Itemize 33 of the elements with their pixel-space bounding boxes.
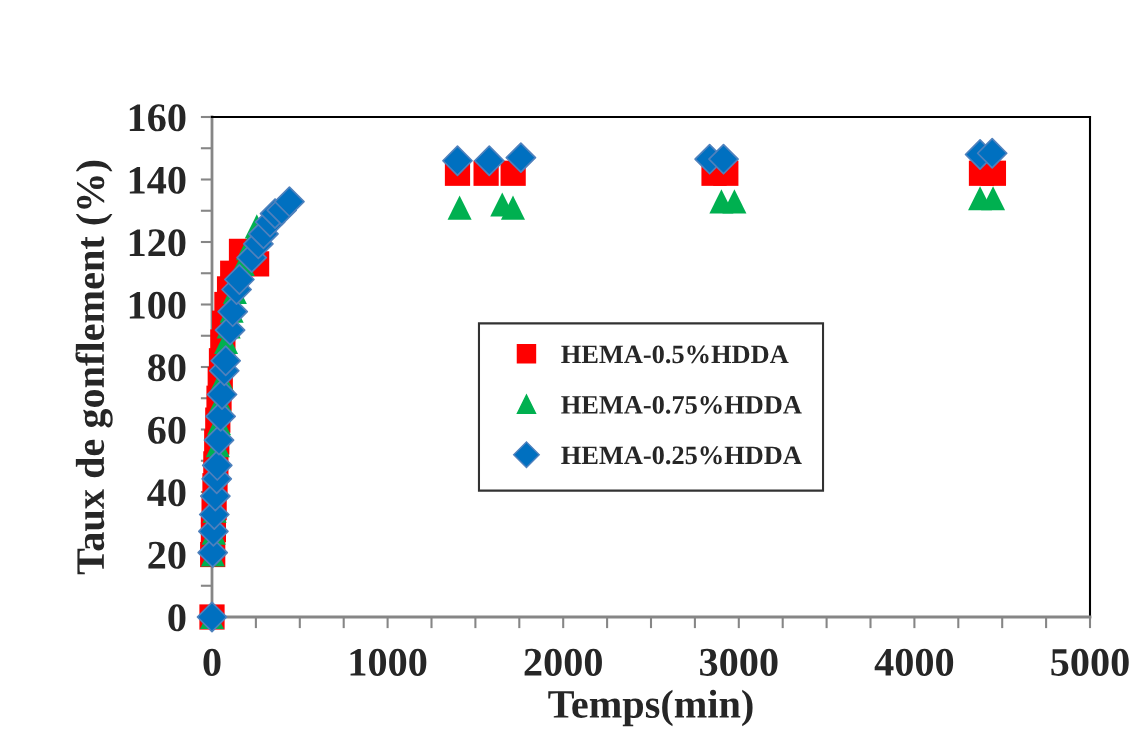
y-tick-label: 100 — [129, 291, 186, 319]
point — [722, 189, 747, 214]
point — [473, 145, 505, 177]
y-tick-label: 40 — [147, 479, 186, 507]
y-tick-label: 80 — [148, 354, 186, 382]
x-axis-title: Temps(min) — [548, 689, 753, 727]
y-tick-label: 160 — [129, 104, 186, 132]
y-axis-title: Taux de gonflement (%) — [75, 160, 113, 575]
point — [206, 379, 238, 410]
y-tick-label: 60 — [148, 416, 186, 444]
point — [447, 195, 472, 220]
point — [981, 186, 1006, 211]
point — [500, 195, 526, 220]
x-tick-label: 5000 — [1051, 648, 1129, 676]
point — [976, 137, 1008, 169]
y-tick-label: 0 — [168, 604, 186, 632]
point — [223, 264, 255, 295]
y-tick-label: 20 — [148, 541, 186, 569]
x-tick-label: 0 — [203, 648, 221, 676]
y-tick-label: 120 — [129, 229, 186, 257]
legend-label: HEMA-0.5%HDDA — [561, 345, 789, 364]
legend-label: HEMA-0.75%HDDA — [561, 395, 802, 414]
point — [708, 143, 739, 175]
point — [505, 142, 537, 174]
y-tick-label: 140 — [129, 166, 186, 194]
point — [274, 186, 305, 218]
point — [217, 296, 249, 328]
x-tick-label: 1000 — [350, 648, 427, 676]
x-tick-label: 2000 — [524, 648, 602, 676]
legend-label: HEMA-0.25%HDDA — [561, 446, 802, 465]
point — [442, 145, 473, 177]
x-tick-label: 3000 — [700, 648, 778, 676]
x-tick-label: 4000 — [874, 648, 954, 676]
